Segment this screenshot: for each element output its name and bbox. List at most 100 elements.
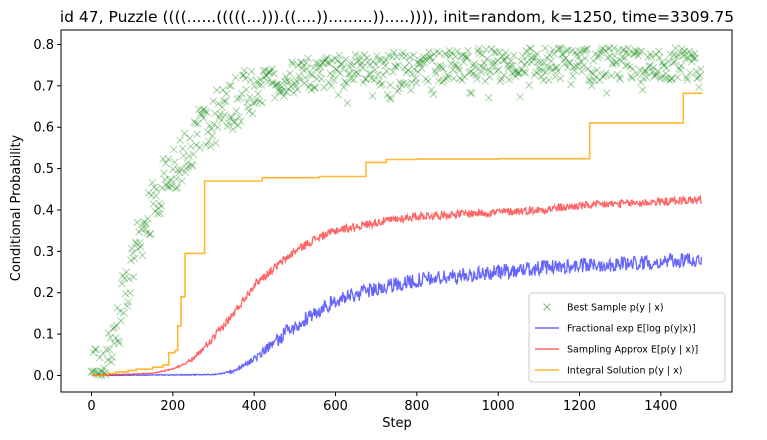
scatter-point — [134, 244, 142, 253]
scatter-point — [672, 52, 681, 60]
scatter-point — [458, 51, 467, 59]
scatter-point — [347, 75, 355, 83]
scatter-point — [594, 51, 603, 60]
scatter-point — [344, 70, 353, 78]
scatter-point — [487, 45, 496, 53]
scatter-point — [622, 48, 631, 57]
scatter-point — [535, 66, 544, 75]
scatter-point — [190, 117, 199, 126]
scatter-point — [366, 69, 375, 78]
scatter-point — [224, 118, 233, 127]
scatter-point — [387, 94, 396, 103]
scatter-point — [333, 56, 342, 65]
scatter-point — [332, 66, 341, 75]
scatter-point — [206, 142, 215, 151]
scatter-point — [626, 62, 634, 71]
scatter-point — [337, 60, 345, 69]
scatter-point — [242, 85, 251, 94]
y-tick-label: 0.7 — [33, 79, 54, 94]
scatter-point — [464, 46, 473, 55]
scatter-point — [600, 70, 608, 79]
legend-item: Fractional exp E[log p(y|x)] — [535, 324, 696, 335]
scatter-point — [201, 107, 209, 116]
scatter-point — [169, 165, 177, 174]
scatter-point — [184, 162, 192, 171]
scatter-point — [322, 53, 331, 62]
scatter-point — [222, 89, 231, 98]
scatter-point — [226, 113, 235, 122]
scatter-point — [656, 74, 665, 83]
scatter-point — [523, 58, 532, 67]
scatter-point — [474, 47, 482, 56]
scatter-point — [213, 123, 222, 132]
scatter-point — [305, 83, 313, 92]
scatter-point — [277, 87, 286, 96]
scatter-point — [307, 86, 316, 94]
scatter-point — [549, 46, 558, 54]
scatter-point — [592, 72, 600, 81]
scatter-point — [410, 65, 419, 73]
scatter-point — [262, 72, 270, 80]
scatter-point — [654, 47, 663, 56]
scatter-point — [160, 169, 168, 178]
scatter-point — [338, 59, 346, 68]
scatter-point — [296, 75, 304, 84]
scatter-point — [658, 58, 667, 67]
scatter-point — [619, 45, 628, 54]
scatter-point — [197, 111, 206, 120]
scatter-point — [634, 51, 642, 60]
scatter-point — [456, 74, 464, 83]
scatter-point — [367, 74, 376, 83]
scatter-point — [305, 80, 314, 89]
scatter-point — [560, 56, 568, 64]
scatter-point — [585, 75, 593, 84]
scatter-point — [591, 50, 600, 58]
scatter-point — [484, 93, 493, 102]
scatter-point — [517, 57, 525, 66]
scatter-point — [575, 61, 583, 69]
scatter-point — [331, 65, 340, 73]
scatter-point — [215, 113, 224, 121]
scatter-point — [472, 71, 481, 80]
scatter-point — [220, 97, 228, 105]
scatter-point — [148, 178, 157, 187]
scatter-point — [288, 57, 296, 66]
scatter-point — [212, 139, 220, 148]
scatter-point — [475, 49, 484, 58]
scatter-point — [136, 242, 145, 251]
scatter-point — [621, 61, 630, 70]
scatter-point — [630, 49, 639, 58]
scatter-point — [321, 57, 329, 65]
scatter-point — [172, 174, 181, 183]
scatter-point — [607, 71, 616, 80]
scatter-point — [287, 82, 295, 91]
scatter-point — [109, 324, 117, 333]
scatter-point — [480, 59, 489, 68]
scatter-point — [424, 48, 433, 57]
scatter-point — [579, 61, 588, 70]
y-tick-label: 0.6 — [33, 121, 54, 136]
scatter-point — [211, 109, 219, 118]
scatter-point — [295, 72, 303, 80]
scatter-point — [323, 59, 332, 67]
scatter-point — [583, 44, 591, 53]
scatter-point — [370, 76, 379, 85]
scatter-point — [221, 97, 230, 105]
scatter-point — [582, 45, 591, 54]
scatter-point — [409, 51, 418, 60]
scatter-point — [89, 348, 98, 357]
scatter-point — [139, 220, 148, 229]
scatter-point — [652, 50, 660, 59]
scatter-point — [451, 52, 460, 61]
scatter-point — [436, 61, 445, 70]
scatter-point — [467, 89, 476, 98]
scatter-point — [330, 54, 339, 63]
scatter-point — [106, 333, 115, 342]
scatter-point — [546, 63, 555, 72]
scatter-point — [149, 199, 158, 208]
scatter-point — [310, 83, 319, 92]
scatter-point — [168, 182, 176, 191]
scatter-point — [214, 99, 223, 108]
scatter-point — [209, 97, 218, 106]
